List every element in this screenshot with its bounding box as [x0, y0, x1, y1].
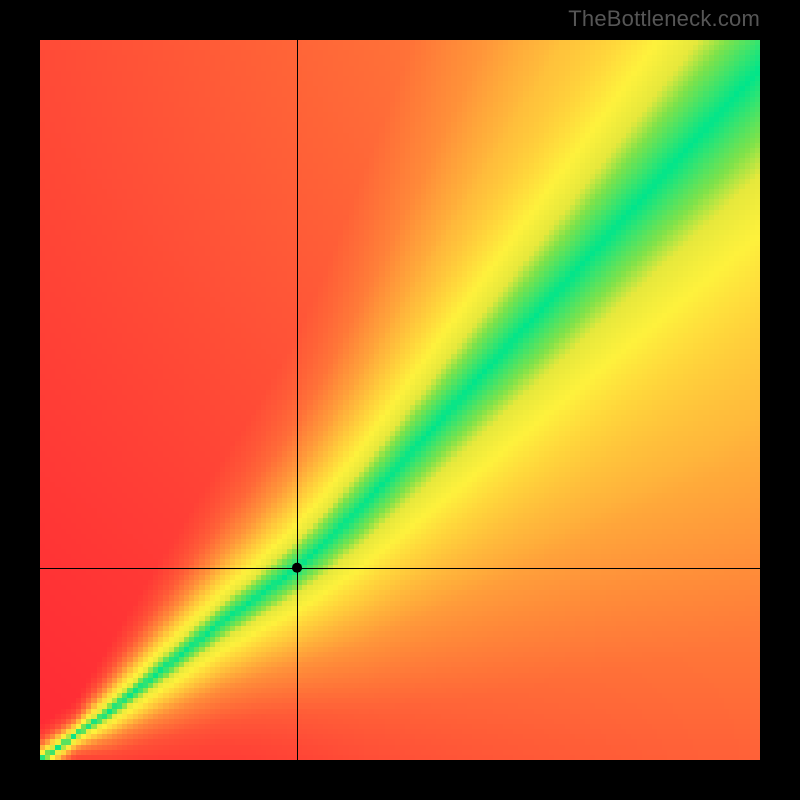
- bottleneck-heatmap: [40, 40, 760, 760]
- chart-container: TheBottleneck.com: [0, 0, 800, 800]
- watermark-text: TheBottleneck.com: [568, 6, 760, 32]
